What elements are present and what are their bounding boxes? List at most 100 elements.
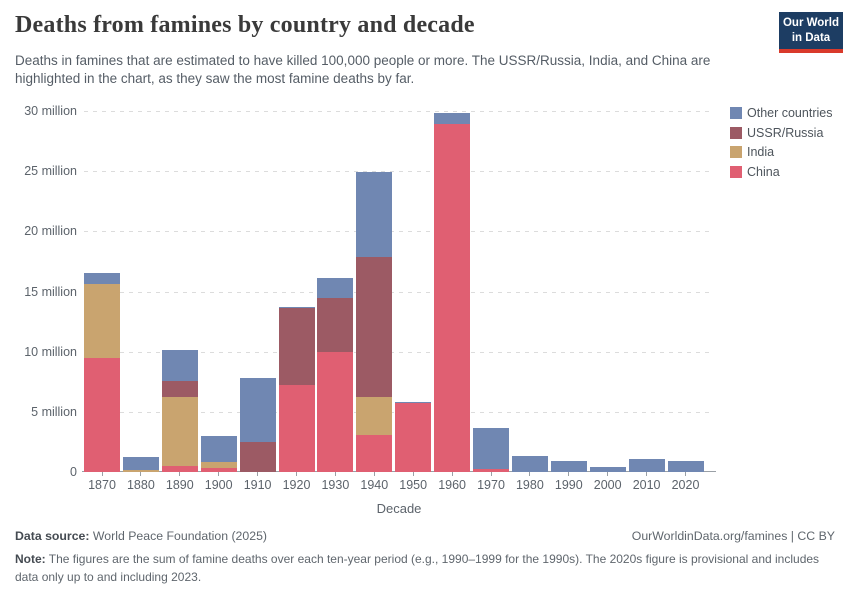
chart-subtitle: Deaths in famines that are estimated to … — [15, 53, 711, 86]
bar-segment-other-countries-1950[interactable] — [395, 402, 432, 404]
bar-segment-ussr-russia-1940[interactable] — [356, 256, 393, 398]
page-title: Deaths from famines by country and decad… — [15, 12, 475, 38]
bar-segment-other-countries-1920[interactable] — [278, 306, 315, 309]
bar-segment-other-countries-1890[interactable] — [161, 350, 198, 381]
x-tick-label-1930: 1930 — [321, 478, 350, 492]
x-tick-label-1870: 1870 — [88, 478, 116, 492]
y-tick-label-25: 25 million — [24, 164, 77, 179]
y-tick-label-10: 10 million — [24, 344, 77, 359]
x-tick-1910 — [257, 472, 259, 476]
bar-segment-china-1920[interactable] — [278, 385, 315, 472]
x-tick-1900 — [218, 472, 220, 476]
bar-segment-india-1870[interactable] — [84, 284, 120, 358]
gridline-30 — [84, 111, 714, 112]
attribution-link[interactable]: OurWorldinData.org/famines | CC BY — [631, 529, 835, 543]
note-text: The figures are the sum of famine deaths… — [15, 552, 820, 584]
bar-segment-ussr-russia-1890[interactable] — [161, 380, 198, 397]
legend-swatch-ussr-russia — [730, 126, 742, 139]
bar-segment-india-1890[interactable] — [161, 396, 198, 466]
bar-segment-ussr-russia-1920[interactable] — [278, 308, 315, 386]
x-tick-2000 — [607, 472, 609, 476]
y-tick-label-5: 5 million — [31, 404, 77, 419]
bar-segment-other-countries-1980[interactable] — [511, 456, 548, 472]
bar-segment-other-countries-1910[interactable] — [239, 378, 276, 442]
bar-segment-other-countries-1940[interactable] — [356, 172, 393, 257]
bar-segment-ussr-russia-1910[interactable] — [239, 441, 276, 472]
x-tick-1960 — [451, 472, 453, 476]
x-tick-1950 — [412, 472, 414, 476]
x-tick-2010 — [646, 472, 648, 476]
x-tick-label-1970: 1970 — [477, 478, 505, 492]
bar-segment-china-1950[interactable] — [395, 403, 432, 472]
gridline-15 — [84, 291, 714, 293]
x-tick-2020 — [685, 472, 686, 476]
chart-note: Note: The figures are the sum of famine … — [15, 550, 827, 586]
gridline-10 — [84, 351, 714, 353]
bar-segment-china-1930[interactable] — [317, 351, 354, 472]
owid-logo[interactable]: Our World in Data — [779, 12, 843, 53]
bar-segment-other-countries-1930[interactable] — [317, 278, 354, 298]
gridline-20 — [84, 231, 714, 233]
gridline-25 — [84, 171, 714, 173]
chart-footer: Data source: World Peace Foundation (202… — [15, 529, 835, 586]
legend-item-other-countries[interactable]: Other countries — [730, 106, 832, 120]
bar-segment-other-countries-1960[interactable] — [434, 113, 471, 125]
bar-segment-ussr-russia-1930[interactable] — [317, 297, 354, 352]
legend-item-ussr-russia[interactable]: USSR/Russia — [730, 126, 832, 140]
bar-segment-other-countries-1870[interactable] — [84, 272, 120, 285]
bar-segment-china-1900[interactable] — [200, 467, 237, 472]
x-tick-1880 — [140, 472, 142, 476]
x-axis-title: Decade — [376, 501, 422, 516]
bar-segment-other-countries-1990[interactable] — [550, 460, 587, 472]
x-tick-label-2000: 2000 — [593, 478, 622, 492]
x-tick-label-1940: 1940 — [360, 478, 389, 492]
bar-segment-other-countries-1880[interactable] — [122, 456, 159, 471]
legend-label-other-countries: Other countries — [747, 106, 833, 120]
bar-segment-china-1970[interactable] — [473, 468, 509, 472]
legend-swatch-china — [730, 165, 742, 178]
y-tick-label-0: 0 — [70, 465, 77, 479]
x-tick-label-1890: 1890 — [165, 478, 194, 492]
legend-swatch-india — [730, 146, 742, 158]
legend-label-india: India — [747, 145, 775, 159]
y-tick-label-30: 30 million — [24, 104, 77, 118]
bar-segment-other-countries-1900[interactable] — [200, 435, 237, 462]
data-source-value: World Peace Foundation (2025) — [92, 529, 268, 543]
bar-segment-china-1870[interactable] — [84, 357, 120, 472]
x-tick-1870 — [101, 472, 103, 476]
bar-segment-other-countries-2020[interactable] — [667, 460, 704, 472]
x-tick-1940 — [373, 472, 375, 476]
owid-logo-line-2: in Data — [791, 31, 831, 44]
x-tick-label-2020: 2020 — [671, 478, 700, 492]
bar-segment-china-1890[interactable] — [161, 465, 198, 472]
legend-label-ussr-russia: USSR/Russia — [747, 125, 824, 140]
bar-segment-china-1960[interactable] — [434, 124, 471, 472]
x-tick-label-1980: 1980 — [515, 478, 544, 492]
legend: Other countries USSR/Russia India China — [730, 106, 832, 184]
x-tick-1980 — [529, 472, 531, 476]
bar-segment-india-1880[interactable] — [122, 470, 159, 472]
bar-segment-other-countries-1970[interactable] — [473, 428, 509, 469]
bar-segment-india-1900[interactable] — [200, 461, 237, 468]
owid-logo-line-1: Our World — [782, 17, 839, 30]
x-tick-1990 — [568, 472, 570, 476]
legend-item-china[interactable]: China — [730, 165, 832, 179]
data-source: Data source: World Peace Foundation (202… — [15, 529, 267, 543]
legend-item-india[interactable]: India — [730, 145, 832, 159]
bar-segment-other-countries-2000[interactable] — [589, 467, 626, 472]
x-tick-1920 — [296, 472, 297, 476]
x-tick-label-1880: 1880 — [126, 478, 155, 492]
bar-segment-other-countries-2010[interactable] — [628, 459, 665, 472]
x-tick-label-2010: 2010 — [632, 478, 661, 492]
data-source-label: Data source: — [15, 529, 90, 543]
legend-swatch-other-countries — [730, 107, 742, 119]
bar-segment-china-1940[interactable] — [356, 434, 393, 472]
bar-segment-india-1940[interactable] — [356, 397, 393, 435]
x-tick-label-1900: 1900 — [204, 478, 233, 492]
x-tick-label-1960: 1960 — [438, 478, 466, 492]
y-tick-label-20: 20 million — [24, 224, 77, 239]
x-tick-label-1990: 1990 — [554, 478, 583, 492]
x-tick-label-1920: 1920 — [282, 478, 311, 492]
